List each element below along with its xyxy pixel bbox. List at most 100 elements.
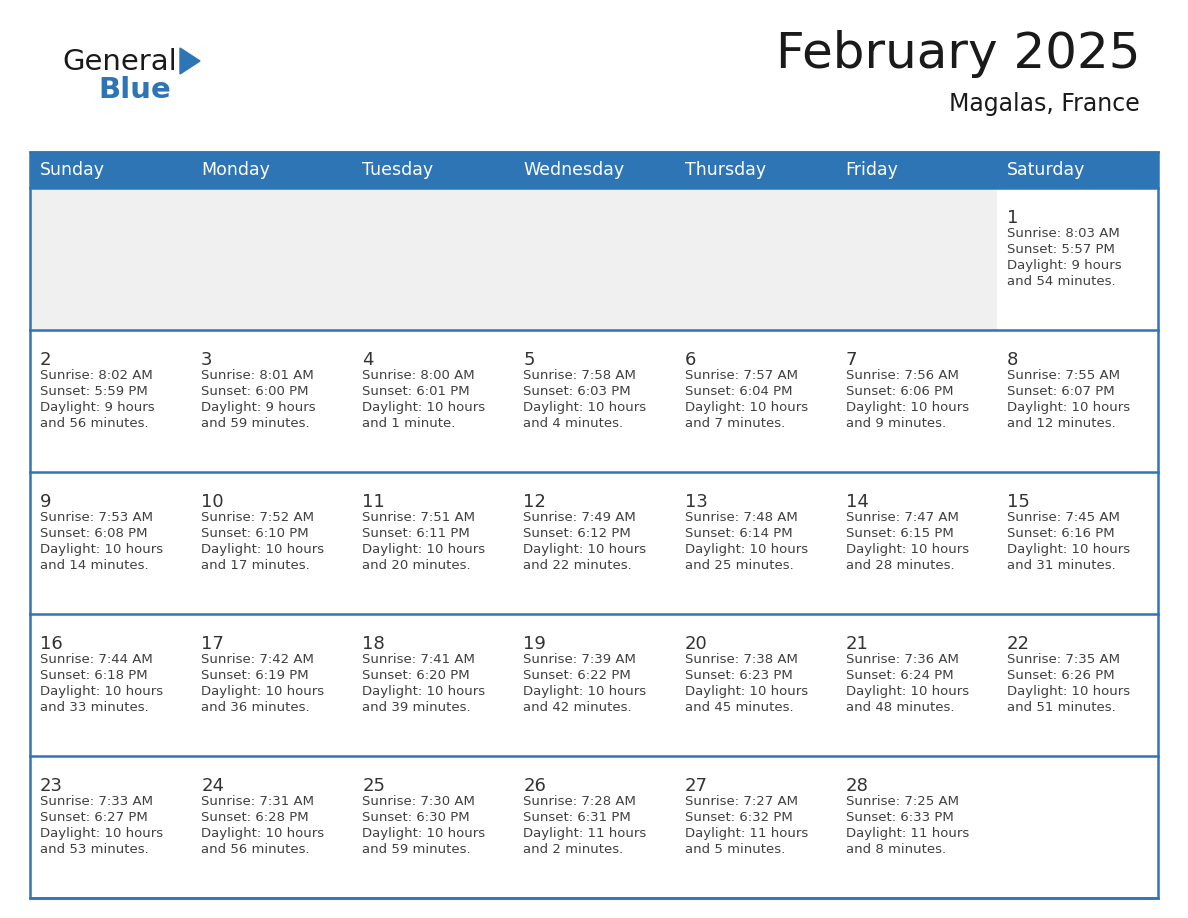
Text: and 31 minutes.: and 31 minutes. — [1007, 559, 1116, 572]
Text: Daylight: 10 hours: Daylight: 10 hours — [201, 827, 324, 840]
Text: Sunrise: 7:25 AM: Sunrise: 7:25 AM — [846, 795, 959, 808]
Text: Sunset: 6:08 PM: Sunset: 6:08 PM — [40, 527, 147, 540]
Text: Daylight: 9 hours: Daylight: 9 hours — [1007, 259, 1121, 272]
Text: 27: 27 — [684, 777, 708, 795]
Text: Sunrise: 7:36 AM: Sunrise: 7:36 AM — [846, 653, 959, 666]
Text: Daylight: 10 hours: Daylight: 10 hours — [201, 685, 324, 698]
Text: 10: 10 — [201, 493, 223, 511]
Text: Daylight: 10 hours: Daylight: 10 hours — [362, 543, 486, 556]
Text: and 17 minutes.: and 17 minutes. — [201, 559, 310, 572]
Text: Sunrise: 8:00 AM: Sunrise: 8:00 AM — [362, 369, 475, 382]
Text: Daylight: 10 hours: Daylight: 10 hours — [1007, 685, 1130, 698]
Text: February 2025: February 2025 — [776, 30, 1140, 78]
Text: Sunset: 6:23 PM: Sunset: 6:23 PM — [684, 669, 792, 682]
Text: Sunset: 6:31 PM: Sunset: 6:31 PM — [524, 811, 631, 824]
Text: Sunrise: 7:45 AM: Sunrise: 7:45 AM — [1007, 511, 1120, 524]
Text: Wednesday: Wednesday — [524, 161, 625, 179]
Text: 5: 5 — [524, 351, 535, 369]
Text: Sunset: 6:00 PM: Sunset: 6:00 PM — [201, 385, 309, 398]
Text: Daylight: 10 hours: Daylight: 10 hours — [40, 827, 163, 840]
Text: Monday: Monday — [201, 161, 270, 179]
Text: Sunrise: 7:48 AM: Sunrise: 7:48 AM — [684, 511, 797, 524]
Text: Daylight: 10 hours: Daylight: 10 hours — [362, 827, 486, 840]
Text: and 12 minutes.: and 12 minutes. — [1007, 417, 1116, 430]
Text: 21: 21 — [846, 635, 868, 653]
Text: 26: 26 — [524, 777, 546, 795]
Text: Daylight: 10 hours: Daylight: 10 hours — [846, 685, 969, 698]
Text: 12: 12 — [524, 493, 546, 511]
Text: Sunrise: 7:39 AM: Sunrise: 7:39 AM — [524, 653, 637, 666]
Text: Sunset: 6:07 PM: Sunset: 6:07 PM — [1007, 385, 1114, 398]
Text: Sunrise: 7:38 AM: Sunrise: 7:38 AM — [684, 653, 797, 666]
Text: 25: 25 — [362, 777, 385, 795]
Text: General: General — [62, 48, 177, 76]
Text: Sunrise: 7:30 AM: Sunrise: 7:30 AM — [362, 795, 475, 808]
Text: Sunrise: 8:02 AM: Sunrise: 8:02 AM — [40, 369, 153, 382]
Text: Sunset: 6:01 PM: Sunset: 6:01 PM — [362, 385, 470, 398]
Text: and 53 minutes.: and 53 minutes. — [40, 843, 148, 856]
Text: 20: 20 — [684, 635, 707, 653]
Text: Sunrise: 7:33 AM: Sunrise: 7:33 AM — [40, 795, 153, 808]
Text: Sunrise: 7:56 AM: Sunrise: 7:56 AM — [846, 369, 959, 382]
Text: Sunset: 6:28 PM: Sunset: 6:28 PM — [201, 811, 309, 824]
Text: Sunset: 5:59 PM: Sunset: 5:59 PM — [40, 385, 147, 398]
Text: Sunset: 6:11 PM: Sunset: 6:11 PM — [362, 527, 470, 540]
Text: 23: 23 — [40, 777, 63, 795]
Text: 28: 28 — [846, 777, 868, 795]
Text: Daylight: 10 hours: Daylight: 10 hours — [1007, 543, 1130, 556]
Text: Blue: Blue — [97, 76, 171, 104]
Text: and 14 minutes.: and 14 minutes. — [40, 559, 148, 572]
Text: Saturday: Saturday — [1007, 161, 1085, 179]
Text: Sunrise: 7:52 AM: Sunrise: 7:52 AM — [201, 511, 314, 524]
Text: Sunset: 6:18 PM: Sunset: 6:18 PM — [40, 669, 147, 682]
Text: 1: 1 — [1007, 209, 1018, 227]
Text: 18: 18 — [362, 635, 385, 653]
Text: Sunset: 6:14 PM: Sunset: 6:14 PM — [684, 527, 792, 540]
Text: and 51 minutes.: and 51 minutes. — [1007, 701, 1116, 714]
Text: Sunday: Sunday — [40, 161, 105, 179]
Text: and 59 minutes.: and 59 minutes. — [201, 417, 310, 430]
Text: and 8 minutes.: and 8 minutes. — [846, 843, 946, 856]
Text: Daylight: 10 hours: Daylight: 10 hours — [362, 685, 486, 698]
Text: Sunset: 6:19 PM: Sunset: 6:19 PM — [201, 669, 309, 682]
Text: Sunset: 6:16 PM: Sunset: 6:16 PM — [1007, 527, 1114, 540]
Text: Sunrise: 7:44 AM: Sunrise: 7:44 AM — [40, 653, 153, 666]
Bar — [30, 330, 1158, 472]
Text: Daylight: 10 hours: Daylight: 10 hours — [40, 685, 163, 698]
Text: and 7 minutes.: and 7 minutes. — [684, 417, 785, 430]
Text: Daylight: 10 hours: Daylight: 10 hours — [684, 401, 808, 414]
Text: Daylight: 9 hours: Daylight: 9 hours — [40, 401, 154, 414]
Text: Sunset: 6:27 PM: Sunset: 6:27 PM — [40, 811, 147, 824]
Text: and 22 minutes.: and 22 minutes. — [524, 559, 632, 572]
Text: Sunset: 6:15 PM: Sunset: 6:15 PM — [846, 527, 954, 540]
Text: Sunrise: 7:49 AM: Sunrise: 7:49 AM — [524, 511, 637, 524]
Text: Sunset: 6:04 PM: Sunset: 6:04 PM — [684, 385, 792, 398]
Text: 9: 9 — [40, 493, 51, 511]
Text: Thursday: Thursday — [684, 161, 766, 179]
Text: and 1 minute.: and 1 minute. — [362, 417, 456, 430]
Text: Daylight: 10 hours: Daylight: 10 hours — [1007, 401, 1130, 414]
Text: Daylight: 11 hours: Daylight: 11 hours — [684, 827, 808, 840]
Text: and 54 minutes.: and 54 minutes. — [1007, 275, 1116, 288]
Text: Sunrise: 7:28 AM: Sunrise: 7:28 AM — [524, 795, 637, 808]
Text: Sunset: 6:06 PM: Sunset: 6:06 PM — [846, 385, 953, 398]
Text: Sunrise: 8:03 AM: Sunrise: 8:03 AM — [1007, 227, 1119, 240]
Text: 14: 14 — [846, 493, 868, 511]
Bar — [30, 152, 1158, 188]
Text: 16: 16 — [40, 635, 63, 653]
Text: Magalas, France: Magalas, France — [949, 92, 1140, 116]
Text: and 56 minutes.: and 56 minutes. — [201, 843, 310, 856]
Text: Daylight: 10 hours: Daylight: 10 hours — [684, 685, 808, 698]
Text: and 2 minutes.: and 2 minutes. — [524, 843, 624, 856]
Text: and 9 minutes.: and 9 minutes. — [846, 417, 946, 430]
Text: and 39 minutes.: and 39 minutes. — [362, 701, 470, 714]
Text: Sunset: 6:24 PM: Sunset: 6:24 PM — [846, 669, 953, 682]
Text: Friday: Friday — [846, 161, 898, 179]
Text: Sunrise: 7:31 AM: Sunrise: 7:31 AM — [201, 795, 314, 808]
Text: Daylight: 10 hours: Daylight: 10 hours — [684, 543, 808, 556]
Text: Daylight: 10 hours: Daylight: 10 hours — [524, 401, 646, 414]
Text: Sunrise: 7:47 AM: Sunrise: 7:47 AM — [846, 511, 959, 524]
Text: Sunrise: 7:51 AM: Sunrise: 7:51 AM — [362, 511, 475, 524]
Text: Sunrise: 7:57 AM: Sunrise: 7:57 AM — [684, 369, 797, 382]
Text: Sunset: 5:57 PM: Sunset: 5:57 PM — [1007, 243, 1114, 256]
